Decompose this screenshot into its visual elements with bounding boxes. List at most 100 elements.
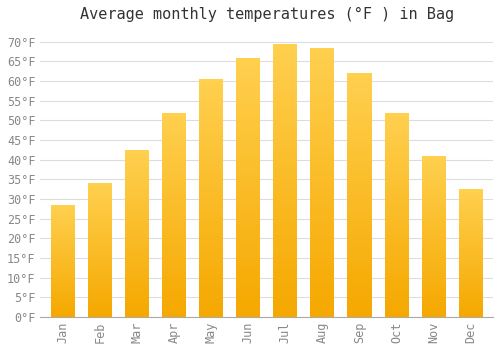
Bar [124, 257, 149, 260]
Bar [422, 172, 446, 175]
Bar [458, 228, 483, 230]
Bar [162, 313, 186, 317]
Bar [458, 312, 483, 314]
Bar [273, 115, 297, 120]
Bar [422, 259, 446, 262]
Bar [458, 212, 483, 215]
Bar [348, 88, 372, 93]
Bar [422, 204, 446, 207]
Bar [50, 270, 74, 272]
Bar [310, 268, 334, 274]
Bar [199, 279, 223, 284]
Bar [384, 153, 408, 158]
Bar [458, 222, 483, 225]
Bar [88, 218, 112, 220]
Bar [124, 220, 149, 223]
Bar [50, 299, 74, 301]
Bar [384, 113, 408, 117]
Bar [199, 250, 223, 255]
Bar [458, 273, 483, 276]
Bar [88, 309, 112, 312]
Bar [199, 136, 223, 141]
Bar [199, 79, 223, 84]
Bar [384, 166, 408, 170]
Bar [199, 179, 223, 184]
Bar [422, 207, 446, 211]
Bar [273, 268, 297, 273]
Bar [162, 178, 186, 182]
Bar [50, 220, 74, 223]
Bar [273, 273, 297, 279]
Bar [310, 123, 334, 128]
Bar [348, 205, 372, 210]
Bar [348, 132, 372, 136]
Bar [458, 245, 483, 248]
Bar [422, 249, 446, 252]
Bar [422, 220, 446, 223]
Bar [384, 178, 408, 182]
Bar [310, 102, 334, 107]
Bar [199, 169, 223, 174]
Bar [236, 224, 260, 229]
Bar [310, 252, 334, 258]
Bar [50, 234, 74, 236]
Bar [236, 182, 260, 187]
Bar [458, 220, 483, 222]
Bar [348, 171, 372, 176]
Bar [348, 283, 372, 288]
Bar [458, 301, 483, 304]
Bar [273, 153, 297, 159]
Bar [273, 197, 297, 202]
Bar [458, 251, 483, 253]
Bar [310, 118, 334, 123]
Bar [50, 265, 74, 267]
Bar [422, 310, 446, 314]
Bar [50, 214, 74, 216]
Bar [458, 225, 483, 228]
Bar [50, 281, 74, 283]
Bar [458, 261, 483, 263]
Bar [162, 166, 186, 170]
Bar [124, 310, 149, 314]
Bar [310, 204, 334, 209]
Bar [88, 282, 112, 285]
Bar [236, 265, 260, 270]
Bar [458, 284, 483, 286]
Bar [124, 190, 149, 193]
Bar [458, 256, 483, 258]
Bar [88, 223, 112, 226]
Bar [273, 169, 297, 175]
Bar [124, 210, 149, 213]
Bar [310, 155, 334, 161]
Bar [348, 161, 372, 166]
Bar [458, 299, 483, 301]
Bar [88, 242, 112, 245]
Bar [384, 202, 408, 206]
Bar [310, 312, 334, 317]
Bar [422, 262, 446, 265]
Bar [422, 239, 446, 243]
Bar [124, 273, 149, 277]
Bar [348, 185, 372, 190]
Bar [310, 225, 334, 231]
Bar [422, 236, 446, 239]
Bar [273, 44, 297, 49]
Bar [310, 258, 334, 263]
Bar [273, 142, 297, 148]
Bar [348, 103, 372, 107]
Bar [384, 219, 408, 223]
Bar [458, 217, 483, 220]
Bar [199, 265, 223, 269]
Bar [273, 66, 297, 71]
Bar [273, 306, 297, 312]
Bar [310, 91, 334, 96]
Bar [88, 306, 112, 309]
Bar [273, 262, 297, 268]
Bar [199, 217, 223, 222]
Bar [273, 180, 297, 186]
Bar [348, 258, 372, 263]
Bar [199, 312, 223, 317]
Bar [50, 209, 74, 212]
Bar [88, 314, 112, 317]
Bar [236, 286, 260, 291]
